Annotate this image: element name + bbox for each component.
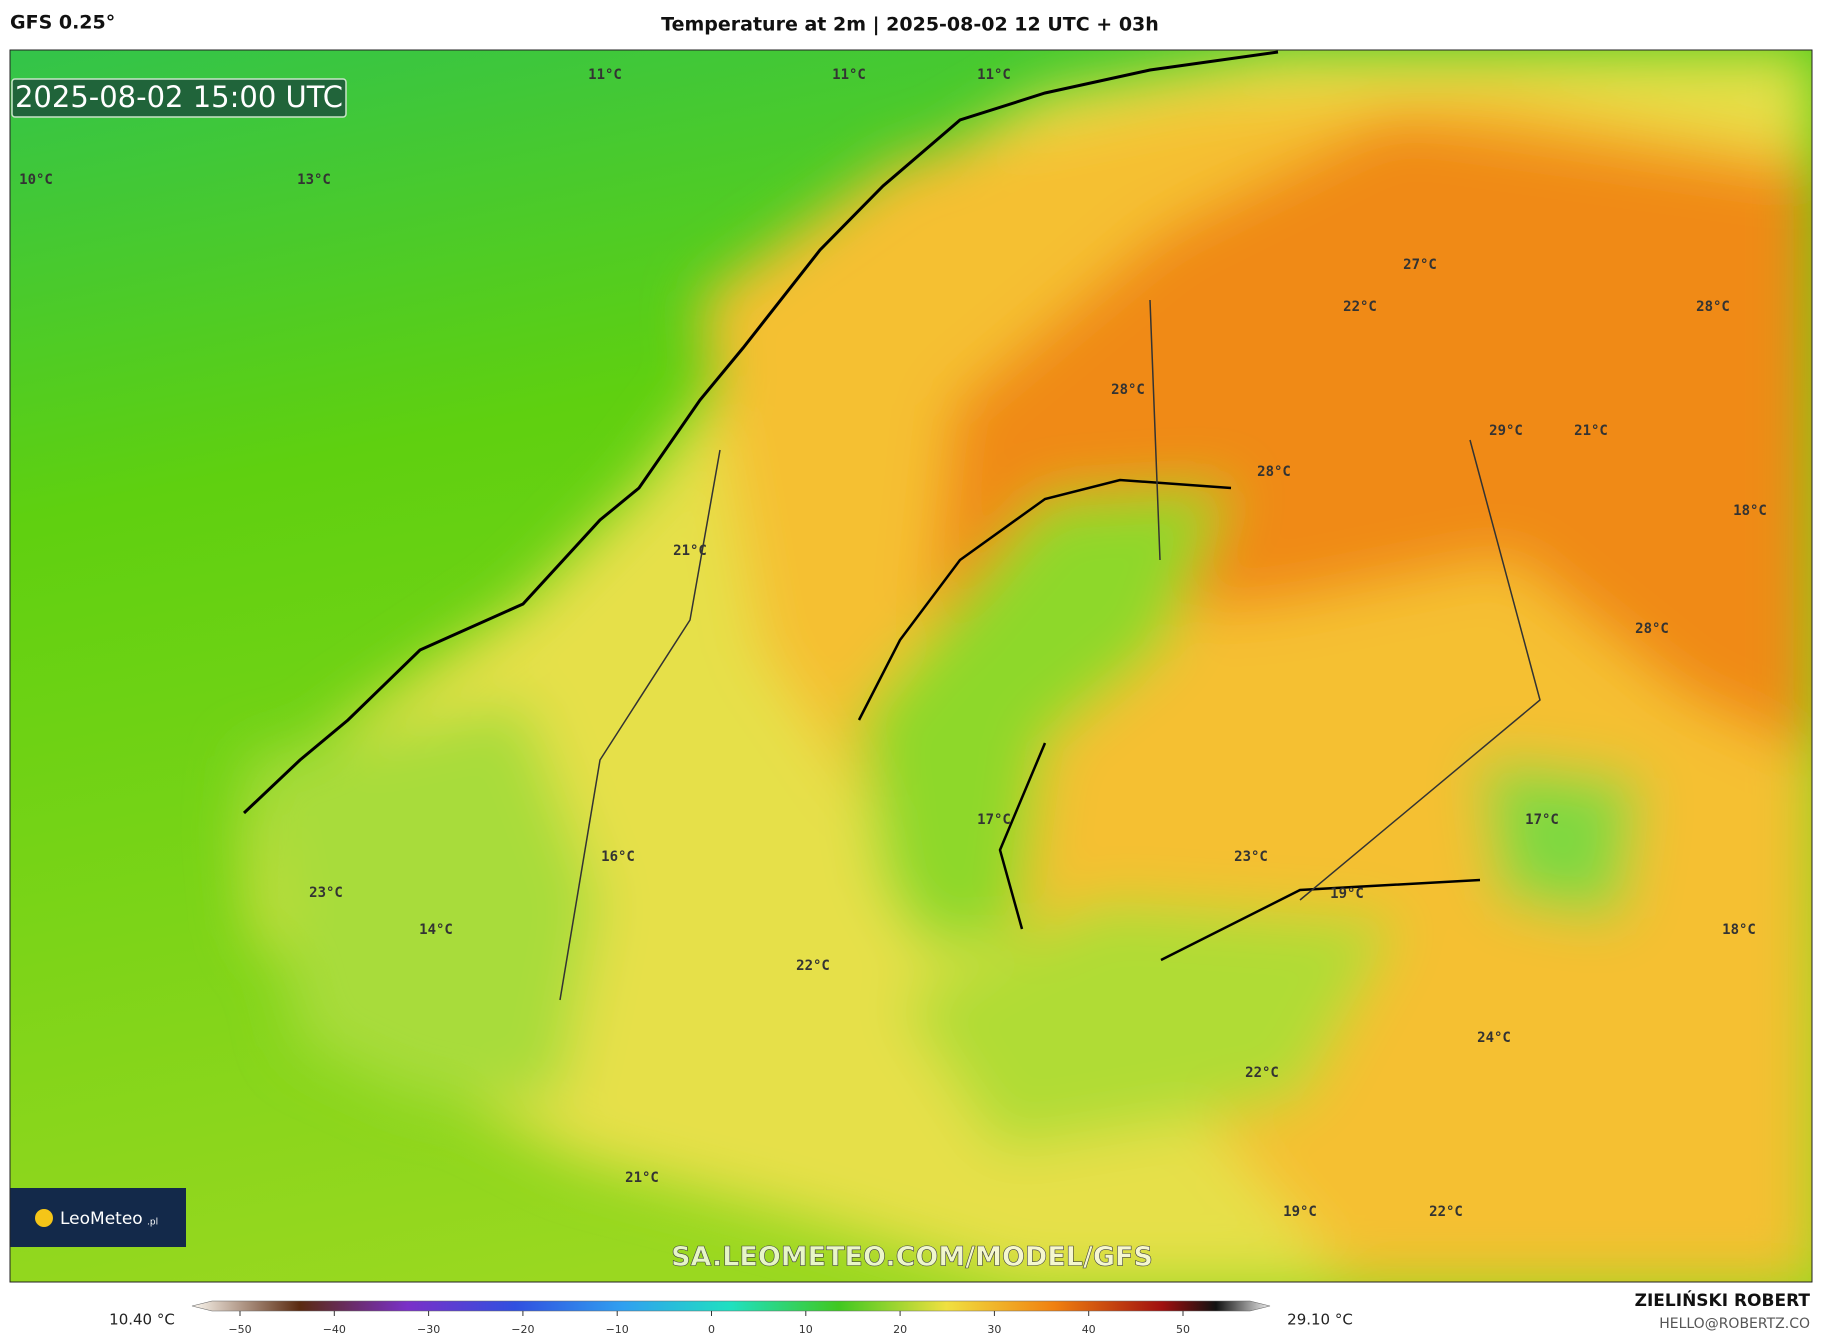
- colorbar-tick-label: −20: [511, 1323, 534, 1336]
- colorbar-tick-label: 0: [708, 1323, 715, 1336]
- legend-max: 29.10 °C: [1287, 1311, 1353, 1329]
- contact: HELLO@ROBERTZ.CO: [1659, 1316, 1810, 1332]
- legend-min: 10.40 °C: [109, 1311, 175, 1329]
- temperature-label: 17°C: [1525, 812, 1559, 828]
- temperature-labels: 11°C 11°C 11°C 10°C 13°C 27°C 22°C 28°C 28°C 29°C…: [19, 67, 1767, 1220]
- logo: LeoMeteo: [60, 1209, 143, 1229]
- logo-sun: [35, 1209, 53, 1227]
- temperature-label: 11°C: [977, 67, 1011, 83]
- logo-suffix: .pl: [147, 1218, 158, 1228]
- temperature-label: 19°C: [1330, 886, 1364, 902]
- temperature-label: 19°C: [1283, 1204, 1317, 1220]
- colorbar-tick-label: 30: [987, 1323, 1001, 1336]
- timestamp: 2025-08-02 15:00 UTC: [15, 80, 343, 114]
- temperature-label: 24°C: [1477, 1030, 1511, 1046]
- temperature-label: 11°C: [832, 67, 866, 83]
- temperature-label: 22°C: [796, 958, 830, 974]
- temperature-label: 28°C: [1111, 382, 1145, 398]
- coastline: [857, 478, 1481, 962]
- temperature-label: 28°C: [1635, 621, 1669, 637]
- colorbar-tick-label: 20: [893, 1323, 907, 1336]
- temperature-label: 18°C: [1733, 503, 1767, 519]
- temperature-label: 28°C: [1696, 299, 1730, 315]
- map-frame: [9, 49, 1813, 1283]
- coastline: [242, 50, 1279, 815]
- lake-region: [1480, 760, 1640, 920]
- temperature-label: 10°C: [19, 172, 53, 188]
- colorbar-tick-label: −50: [228, 1323, 251, 1336]
- temperature-label: 23°C: [1234, 849, 1268, 865]
- temperature-label: 27°C: [1403, 257, 1437, 273]
- temperature-label: 14°C: [419, 922, 453, 938]
- map: 2025-08-02 15:00 UTC 11°C 11°C 11°C 10°C 13°…: [10, 50, 1812, 1282]
- model-name: GFS 0.25°: [10, 12, 115, 34]
- baltic: [900, 900, 1400, 1150]
- colorbar: [191, 1300, 1271, 1312]
- temperature-label: 18°C: [1722, 922, 1756, 938]
- colorbar-ticks: −50 −40 −30 −20 −10 0 10 20 30 40 50: [228, 1311, 1190, 1336]
- temperature-field: [244, 52, 1812, 1282]
- colorbar-tick-label: −30: [417, 1323, 440, 1336]
- temperature-label: 23°C: [309, 885, 343, 901]
- colorbar-tick-label: −10: [606, 1323, 629, 1336]
- temperature-label: 22°C: [1429, 1204, 1463, 1220]
- author: ZIELIŃSKI ROBERT: [1635, 1289, 1811, 1311]
- gulf-bothnia: [859, 488, 1231, 952]
- timestamp-box: [11, 78, 347, 118]
- temperature-label: 17°C: [977, 812, 1011, 828]
- temperature-label: 16°C: [601, 849, 635, 865]
- map-title: Temperature at 2m | 2025-08-02 12 UTC + …: [661, 14, 1159, 36]
- colorbar-tick-label: 40: [1082, 1323, 1096, 1336]
- temperature-label: 21°C: [1574, 423, 1608, 439]
- temperature-label: 22°C: [1343, 299, 1377, 315]
- temperature-label: 21°C: [673, 543, 707, 559]
- land-cool: [244, 700, 600, 1100]
- temperature-label: 13°C: [297, 172, 331, 188]
- colorbar-tick-label: −40: [323, 1323, 346, 1336]
- border: [559, 299, 1541, 1001]
- temperature-label: 29°C: [1489, 423, 1523, 439]
- temperature-label: 11°C: [588, 67, 622, 83]
- watermark: SA.LEOMETEO.COM/MODEL/GFS: [671, 1242, 1153, 1273]
- colorbar-tick-label: 10: [799, 1323, 813, 1336]
- temperature-label: 28°C: [1257, 464, 1291, 480]
- temperature-label: 22°C: [1245, 1065, 1279, 1081]
- temperature-label: 21°C: [625, 1170, 659, 1186]
- colorbar-tick-label: 50: [1176, 1323, 1190, 1336]
